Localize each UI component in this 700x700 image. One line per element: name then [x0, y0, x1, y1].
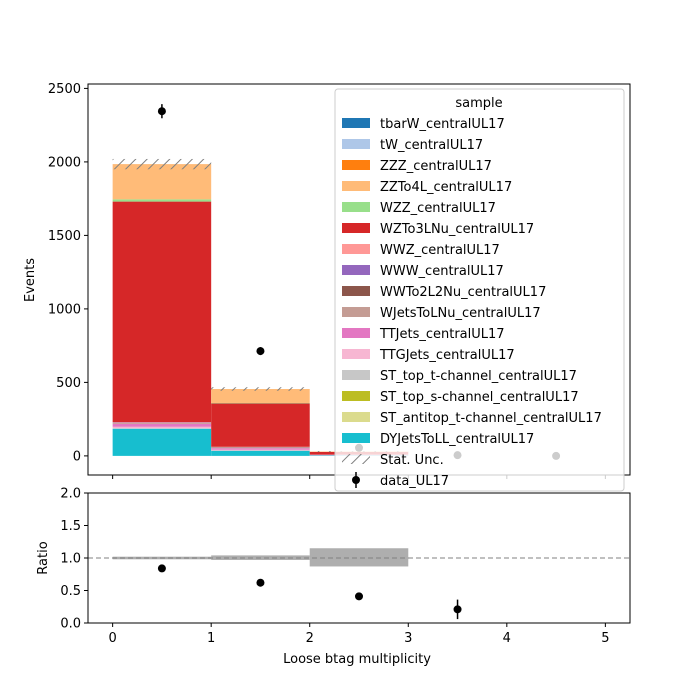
legend-label: WWW_centralUL17: [380, 264, 504, 279]
bar-segment: [112, 428, 212, 456]
legend-label: tbarW_centralUL17: [380, 117, 505, 132]
ratio-unc-bands: [112, 548, 409, 567]
ratio-y-tick-label: 2.0: [60, 487, 81, 502]
ratio-y-tick-label: 1.0: [60, 552, 81, 567]
bar-segment: [211, 450, 310, 456]
ratio-point: [256, 578, 265, 587]
ratio-y-tick-label: 0.5: [60, 584, 81, 599]
legend-swatch: [342, 286, 370, 296]
ratio-y-tick-label: 0.0: [60, 617, 81, 632]
ratio-unc-band: [309, 548, 409, 567]
x-tick-label: 5: [601, 631, 609, 646]
legend-swatch: [342, 328, 370, 338]
legend-swatch: [342, 223, 370, 233]
legend-swatch: [342, 433, 370, 443]
legend-label: WZZ_centralUL17: [380, 201, 496, 216]
bar-segment: [211, 449, 310, 451]
data-point: [256, 347, 265, 356]
x-tick-label: 2: [306, 631, 314, 646]
legend-label: ST_top_s-channel_centralUL17: [380, 390, 579, 405]
stat-unc-band: [211, 387, 310, 391]
ratio-y-tick-label: 1.5: [60, 519, 81, 534]
x-axis-label: Loose btag multiplicity: [283, 652, 431, 667]
legend-swatch: [342, 160, 370, 170]
legend-swatch: [342, 307, 370, 317]
ratio-points: [157, 564, 462, 620]
legend-items: tbarW_centralUL17 tW_centralUL17 ZZZ_centr…: [342, 117, 602, 489]
ratio-point: [453, 605, 462, 614]
y-tick-label: 500: [56, 376, 81, 391]
legend-label: ZZZ_centralUL17: [380, 159, 492, 174]
legend-swatch: [342, 391, 370, 401]
legend: sample tbarW_centralUL17 tW_centralUL17 ZZ…: [334, 88, 625, 492]
bar-segment: [211, 403, 310, 447]
main-y-axis-label: Events: [23, 258, 38, 302]
bar-segment: [112, 426, 212, 429]
ratio-x-ticks: 0 1 2 3 4 5: [108, 623, 610, 646]
x-tick-label: 4: [503, 631, 511, 646]
legend-label-stat-unc: Stat. Unc.: [380, 453, 444, 468]
bar-segment: [211, 448, 310, 450]
legend-label: WWTo2L2Nu_centralUL17: [380, 285, 546, 300]
ratio-y-ticks: 0.0 0.5 1.0 1.5 2.0: [60, 487, 88, 632]
ratio-panel: 0.0 0.5 1.0 1.5 2.0 0 1 2 3 4 5 Ratio Loose btag …: [36, 487, 631, 667]
legend-swatch: [342, 181, 370, 191]
legend-data-marker: [352, 476, 360, 484]
ratio-y-axis-label: Ratio: [36, 541, 51, 574]
legend-label: DYJetsToLL_centralUL17: [380, 432, 534, 447]
y-tick-label: 2500: [48, 82, 81, 97]
legend-label: ST_antitop_t-channel_centralUL17: [380, 411, 602, 426]
y-tick-label: 2000: [48, 155, 81, 170]
legend-swatch: [342, 118, 370, 128]
bar-segment: [112, 201, 212, 423]
y-tick-label: 1500: [48, 229, 81, 244]
legend-swatch-stat-unc: [342, 454, 370, 464]
bar-segment: [112, 199, 212, 202]
legend-label: WWZ_centralUL17: [380, 243, 500, 258]
legend-label: TTJets_centralUL17: [379, 327, 505, 342]
y-tick-label: 0: [73, 449, 81, 464]
legend-swatch: [342, 139, 370, 149]
ratio-point: [157, 564, 166, 573]
legend-label: ZZTo4L_centralUL17: [380, 180, 512, 195]
main-panel: 0 500 1000 1500 2000 2500 Events sample tbarW…: [23, 82, 631, 492]
legend-swatch: [342, 244, 370, 254]
bar-segment: [112, 423, 212, 424]
stat-unc-band: [112, 158, 212, 170]
legend-label-data: data_UL17: [380, 474, 449, 489]
legend-box: [334, 88, 625, 492]
legend-label: ST_top_t-channel_centralUL17: [380, 369, 577, 384]
stacked-bars: [112, 164, 409, 456]
main-y-ticks: 0 500 1000 1500 2000 2500: [48, 82, 88, 464]
legend-swatch: [342, 202, 370, 212]
data-point: [157, 107, 166, 116]
legend-swatch: [342, 370, 370, 380]
legend-swatch: [342, 412, 370, 422]
ratio-point: [355, 592, 363, 601]
legend-label: WZTo3LNu_centralUL17: [380, 222, 534, 237]
legend-label: tW_centralUL17: [380, 138, 483, 153]
x-tick-label: 3: [404, 631, 412, 646]
x-tick-label: 1: [207, 631, 215, 646]
legend-swatch: [342, 265, 370, 275]
bar-segment: [211, 447, 310, 449]
y-tick-label: 1000: [48, 302, 81, 317]
legend-swatch: [342, 349, 370, 359]
bar-segment: [112, 423, 212, 427]
legend-title: sample: [455, 96, 502, 111]
x-tick-label: 0: [108, 631, 116, 646]
bar-segment: [112, 164, 212, 200]
bar-segment: [211, 389, 310, 403]
legend-label: WJetsToLNu_centralUL17: [380, 306, 541, 321]
legend-label: TTGJets_centralUL17: [379, 348, 515, 363]
